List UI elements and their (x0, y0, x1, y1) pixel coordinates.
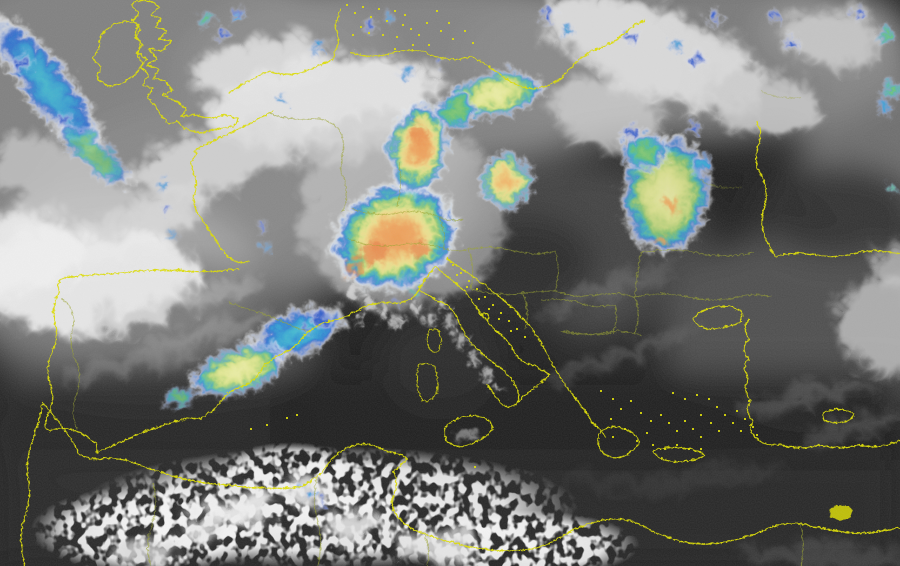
satellite-map (0, 0, 900, 566)
satellite-map-stage (0, 0, 900, 566)
grain-overlay (0, 0, 900, 566)
